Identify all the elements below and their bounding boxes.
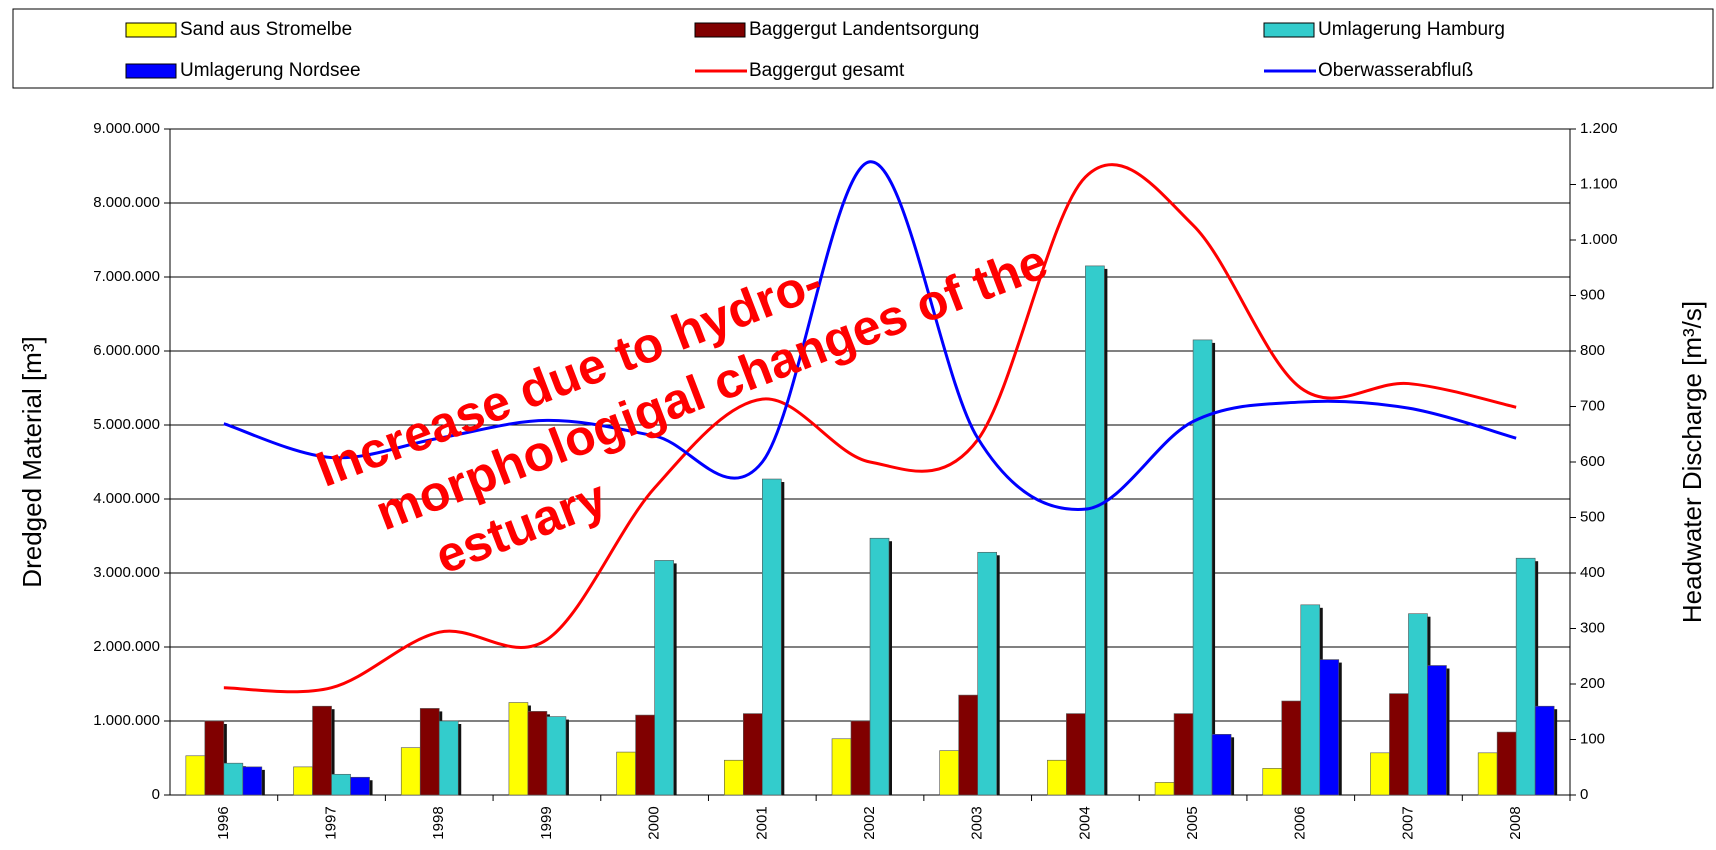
legend-swatch (125, 22, 177, 38)
bar (508, 702, 529, 796)
y-tick-label: 4.000.000 (93, 490, 160, 507)
y-tick-label: 9.000.000 (93, 120, 160, 137)
bar (958, 694, 978, 796)
bar (831, 738, 852, 796)
bar (1192, 339, 1213, 796)
bar (1262, 768, 1283, 796)
bar (1427, 665, 1447, 796)
bar (400, 747, 421, 796)
bar (1534, 705, 1555, 796)
y2-axis-title: Headwater Discharge [m³/s] (1677, 301, 1707, 623)
x-tick-label: 2003 (969, 806, 986, 839)
legend-box (12, 8, 1714, 89)
y2-tick-label: 800 (1580, 342, 1605, 359)
bar (293, 766, 313, 796)
y2-tick-label: 900 (1580, 286, 1605, 303)
bar (654, 560, 674, 796)
x-tick-label: 1998 (430, 806, 447, 839)
legend-swatch (694, 22, 746, 38)
annotation: Increase due to hydro-morphologigal chan… (309, 233, 1055, 585)
bar (1085, 265, 1105, 796)
y-tick-label: 0 (152, 786, 160, 803)
bar (724, 759, 744, 796)
bar (312, 705, 332, 796)
legend-label: Oberwasserabfluß (1318, 60, 1473, 81)
y2-tick-label: 1.200 (1580, 120, 1618, 137)
bar (977, 551, 997, 796)
bar (1047, 759, 1067, 796)
bar (1154, 782, 1175, 796)
x-tick-label: 2007 (1399, 806, 1416, 839)
x-tick-label: 2006 (1292, 806, 1309, 839)
bar (762, 478, 782, 796)
x-tick-label: 2005 (1184, 806, 1201, 839)
line (223, 163, 1517, 694)
y-tick-label: 8.000.000 (93, 194, 160, 211)
bar (1408, 613, 1428, 796)
bar (616, 751, 636, 796)
y2-tick-label: 1.100 (1580, 175, 1618, 192)
bar (1389, 693, 1409, 796)
x-tick-label: 2001 (753, 806, 770, 839)
bar (1300, 604, 1321, 796)
y2-tick-label: 500 (1580, 508, 1605, 525)
bar (743, 713, 763, 796)
bar (1173, 713, 1194, 796)
y-tick-label: 6.000.000 (93, 342, 160, 359)
x-tick-label: 2002 (861, 806, 878, 839)
line (223, 160, 1517, 511)
y2-tick-label: 700 (1580, 397, 1605, 414)
bar (1211, 734, 1232, 796)
bar (1370, 752, 1390, 796)
x-tick-label: 2008 (1507, 806, 1524, 839)
y2-tick-label: 400 (1580, 564, 1605, 581)
y-tick-label: 1.000.000 (93, 712, 160, 729)
x-tick-label: 1999 (538, 806, 555, 839)
y2-tick-label: 100 (1580, 730, 1605, 747)
bar (331, 773, 351, 796)
bar (850, 720, 871, 796)
legend-swatch (125, 63, 177, 79)
bar (527, 711, 548, 796)
bar (419, 708, 440, 796)
y2-tick-label: 300 (1580, 619, 1605, 636)
y2-tick-label: 200 (1580, 675, 1605, 692)
bar (1066, 713, 1086, 796)
x-tick-label: 2000 (646, 806, 663, 839)
bar (1477, 752, 1498, 796)
y-tick-label: 7.000.000 (93, 268, 160, 285)
x-tick-label: 1996 (215, 806, 232, 839)
y2-tick-label: 1.000 (1580, 231, 1618, 248)
bar (242, 766, 263, 796)
bar (635, 714, 655, 796)
bar (438, 720, 459, 796)
y2-tick-label: 600 (1580, 453, 1605, 470)
x-tick-label: 2004 (1076, 806, 1093, 839)
bar (350, 776, 370, 796)
y-tick-label: 2.000.000 (93, 638, 160, 655)
bar (939, 750, 959, 796)
bar (185, 755, 206, 796)
bar (1319, 659, 1340, 796)
bar (204, 720, 225, 796)
bar (1496, 731, 1517, 796)
bar (546, 716, 567, 796)
legend-swatch (1263, 22, 1315, 38)
bar (1515, 557, 1536, 796)
y-tick-label: 3.000.000 (93, 564, 160, 581)
y2-tick-label: 0 (1580, 786, 1588, 803)
y-axis-title: Dredged Material [m³] (17, 336, 47, 587)
legend-label: Sand aus Stromelbe (180, 19, 352, 40)
legend-label: Baggergut gesamt (749, 60, 905, 81)
bar (869, 537, 890, 796)
x-tick-label: 1997 (323, 806, 340, 839)
y-tick-label: 5.000.000 (93, 416, 160, 433)
legend-label: Umlagerung Nordsee (180, 60, 361, 81)
bar (1281, 700, 1302, 796)
legend-label: Baggergut Landentsorgung (749, 19, 979, 40)
legend-label: Umlagerung Hamburg (1318, 19, 1505, 40)
bar (223, 762, 244, 796)
